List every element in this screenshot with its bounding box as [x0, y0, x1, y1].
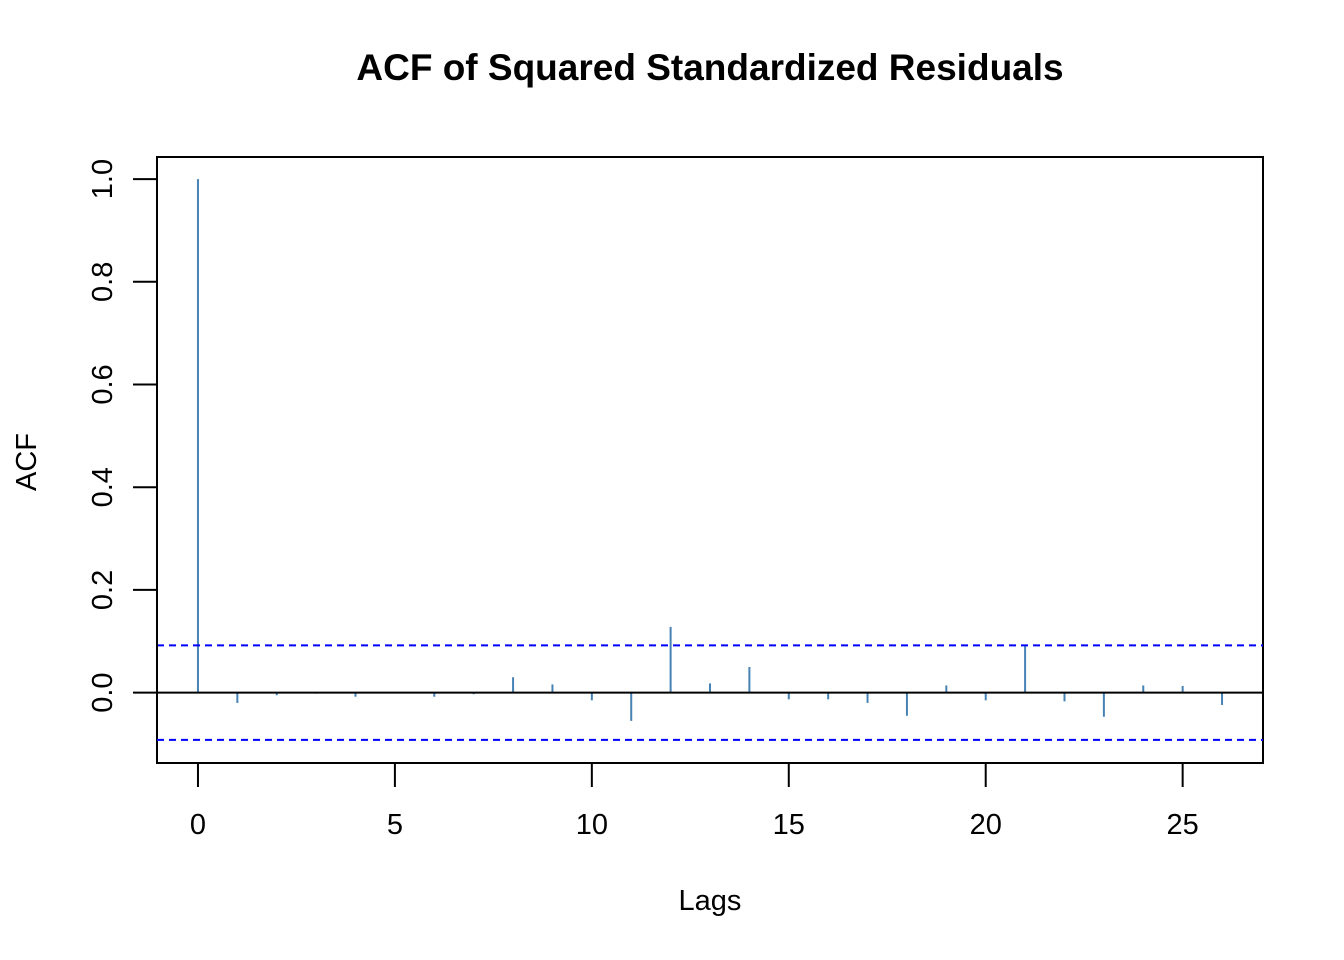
x-tick-label: 25: [1167, 809, 1199, 841]
y-axis: 0.0 0.2 0.4 0.6 0.8 1.0: [87, 159, 158, 713]
x-tick-label: 5: [387, 809, 403, 841]
x-tick-label: 0: [190, 809, 206, 841]
y-axis-label: ACF: [11, 433, 43, 491]
y-tick-label: 0.4: [87, 467, 119, 507]
y-tick-label: 0.2: [87, 570, 119, 610]
x-tick-label: 15: [773, 809, 805, 841]
plot-frame: [156, 156, 1264, 764]
x-axis: 0 5 10 15 20 25: [190, 762, 1199, 841]
y-tick-label: 0.0: [87, 672, 119, 712]
y-tick-label: 1.0: [87, 159, 119, 199]
chart-marks: [157, 179, 1263, 741]
y-tick-label: 0.8: [87, 262, 119, 302]
chart-title: ACF of Squared Standardized Residuals: [356, 47, 1063, 88]
x-tick-label: 10: [576, 809, 608, 841]
x-axis-label: Lags: [679, 885, 742, 917]
x-tick-label: 20: [970, 809, 1002, 841]
y-tick-label: 0.6: [87, 364, 119, 404]
